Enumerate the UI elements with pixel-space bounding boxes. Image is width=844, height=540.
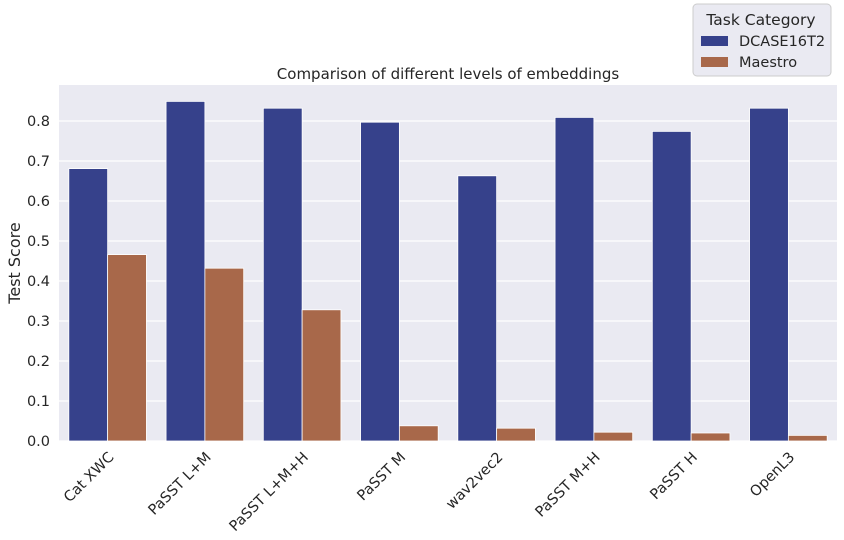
bar-maestro-passt-m [398, 425, 439, 442]
bar-maestro-openl3 [787, 434, 828, 442]
legend-title: Task Category [705, 11, 815, 29]
legend-swatch-maestro [701, 57, 728, 67]
x-tick-label: OpenL3 [747, 450, 798, 501]
legend: Task Category DCASE16T2 Maestro [692, 3, 832, 77]
chart-title: Comparison of different levels of embedd… [277, 65, 620, 83]
y-tick-label: 0.4 [27, 274, 50, 290]
legend-label-dcase16t2: DCASE16T2 [739, 34, 825, 50]
y-tick-label: 0.5 [27, 234, 50, 250]
y-tick-label: 0.2 [27, 354, 50, 370]
y-tick-label: 0.7 [27, 154, 50, 170]
bars [68, 101, 828, 442]
bar-dcase16t2-passt-m-h [554, 117, 595, 442]
bar-dcase16t2-cat-xwc [68, 168, 109, 442]
y-tick-label: 0.0 [27, 434, 50, 450]
bar-dcase16t2-wav2vec2 [457, 175, 498, 442]
bar-dcase16t2-passt-m [360, 121, 400, 442]
y-tick-label: 0.8 [27, 114, 50, 130]
y-tick-label: 0.6 [27, 194, 50, 210]
bar-maestro-wav2vec2 [496, 427, 536, 442]
bar-dcase16t2-passt-l-m [165, 101, 206, 442]
x-tick-label: PaSST M [354, 450, 409, 505]
x-axis: Cat XWC PaSST L+M PaSST L+M+H PaSST M wav2ve… [61, 450, 798, 535]
x-tick-label: Cat XWC [61, 450, 117, 506]
bar-dcase16t2-passt-l-m-h [262, 107, 303, 442]
x-tick-label: PaSST L+M [146, 450, 215, 519]
y-axis-label: Test Score [5, 222, 24, 304]
x-tick-label: PaSST M+H [533, 450, 604, 521]
x-tick-label: PaSST L+M+H [227, 450, 312, 535]
x-tick-label: PaSST H [647, 450, 701, 504]
y-tick-label: 0.3 [27, 314, 50, 330]
bar-maestro-passt-l-m-h [301, 309, 342, 442]
y-axis: 0.0 0.1 0.2 0.3 0.4 0.5 0.6 0.7 0.8 [27, 114, 50, 450]
bar-maestro-cat-xwc [107, 254, 147, 442]
bar-dcase16t2-openl3 [749, 107, 789, 442]
bar-maestro-passt-l-m [204, 267, 245, 442]
bar-maestro-passt-h [690, 432, 731, 442]
legend-swatch-dcase16t2 [701, 36, 728, 46]
bar-dcase16t2-passt-h [651, 130, 692, 442]
x-tick-label: wav2vec2 [443, 450, 506, 513]
bar-maestro-passt-m-h [593, 431, 634, 442]
y-tick-label: 0.1 [27, 394, 50, 410]
legend-label-maestro: Maestro [739, 55, 797, 71]
